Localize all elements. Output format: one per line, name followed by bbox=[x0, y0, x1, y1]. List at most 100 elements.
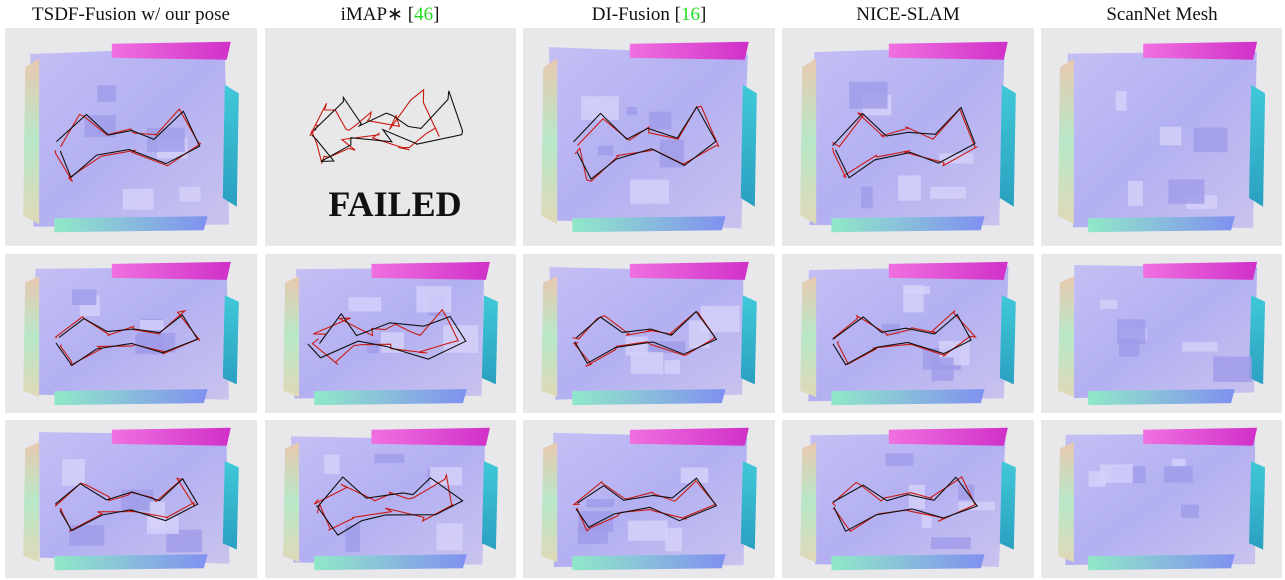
mesh-floor bbox=[30, 46, 230, 227]
citation[interactable]: 16 bbox=[681, 4, 700, 25]
mesh-object bbox=[381, 332, 405, 353]
panel-background bbox=[265, 28, 516, 246]
column-header: iMAP∗ [46] bbox=[341, 4, 440, 25]
mesh-wall bbox=[314, 554, 467, 571]
mesh-wall bbox=[800, 276, 817, 398]
mesh-wall bbox=[222, 295, 239, 385]
trajectory bbox=[307, 312, 467, 360]
mesh-object bbox=[597, 145, 614, 156]
mesh-object bbox=[931, 357, 954, 381]
mesh-object bbox=[664, 360, 680, 374]
mesh-wall bbox=[1057, 276, 1074, 398]
mesh-object bbox=[626, 107, 637, 116]
mesh-object bbox=[348, 297, 382, 312]
mesh-object bbox=[69, 525, 105, 546]
mesh-wall bbox=[1057, 442, 1074, 563]
mesh-object bbox=[1159, 126, 1182, 146]
mesh-wall bbox=[1088, 216, 1235, 233]
panels bbox=[5, 28, 1282, 578]
mesh-floor bbox=[1065, 433, 1256, 565]
mesh-object bbox=[581, 96, 619, 120]
trajectory bbox=[832, 313, 972, 366]
bracket: ] bbox=[700, 4, 706, 25]
mesh-wall bbox=[629, 427, 749, 446]
trajectory bbox=[54, 477, 196, 532]
mesh-object bbox=[885, 453, 914, 467]
mesh-wall bbox=[314, 389, 467, 406]
mesh-wall bbox=[831, 216, 985, 233]
column-header: TSDF-Fusion w/ our pose bbox=[32, 4, 230, 25]
mesh-object bbox=[931, 537, 971, 550]
mesh-object bbox=[1180, 504, 1199, 518]
mesh-wall bbox=[1143, 427, 1258, 446]
mesh-wall bbox=[541, 442, 558, 563]
trajectory bbox=[311, 90, 464, 162]
mesh-object bbox=[374, 453, 405, 464]
citation[interactable]: 46 bbox=[414, 4, 433, 25]
mesh-object bbox=[649, 111, 672, 130]
mesh-object bbox=[1172, 458, 1186, 468]
mesh-object bbox=[1168, 179, 1205, 204]
mesh-object bbox=[147, 127, 185, 152]
trajectory bbox=[575, 477, 718, 529]
mesh-object bbox=[1163, 466, 1193, 483]
mesh-wall bbox=[800, 58, 817, 225]
mesh-wall bbox=[481, 295, 498, 385]
mesh-wall bbox=[1088, 389, 1235, 406]
mesh-wall bbox=[111, 261, 231, 280]
trajectory bbox=[832, 476, 979, 533]
trajectory bbox=[55, 314, 199, 367]
mesh-object bbox=[416, 286, 452, 313]
mesh-object bbox=[578, 511, 614, 533]
mesh-wall bbox=[54, 554, 208, 571]
mesh-object bbox=[166, 529, 203, 553]
mesh-wall bbox=[999, 84, 1016, 207]
mesh-wall bbox=[629, 261, 749, 280]
mesh-object bbox=[324, 454, 340, 474]
mesh-object bbox=[1213, 356, 1252, 382]
mesh-wall bbox=[1249, 461, 1266, 550]
mesh-wall bbox=[23, 276, 40, 398]
mesh-object bbox=[1128, 180, 1143, 206]
mesh-floor bbox=[810, 433, 1006, 567]
trajectory bbox=[55, 477, 199, 532]
mesh-wall bbox=[1057, 58, 1074, 225]
mesh-wall bbox=[888, 41, 1008, 60]
mesh-wall bbox=[1088, 554, 1235, 571]
mesh-wall bbox=[800, 442, 817, 563]
trajectory bbox=[573, 105, 717, 180]
mesh-wall bbox=[222, 461, 239, 550]
mesh-wall bbox=[283, 276, 300, 398]
mesh-object bbox=[700, 305, 740, 333]
mesh-wall bbox=[371, 261, 490, 280]
mesh-wall bbox=[831, 389, 985, 406]
mesh-floor bbox=[33, 267, 229, 400]
mesh-wall bbox=[111, 427, 231, 446]
mesh-wall bbox=[222, 84, 239, 207]
mesh-object bbox=[367, 339, 379, 354]
mesh-wall bbox=[1249, 84, 1266, 207]
trajectory bbox=[54, 108, 202, 182]
mesh-wall bbox=[888, 261, 1008, 280]
mesh-object bbox=[345, 524, 361, 553]
mesh-object bbox=[1115, 91, 1127, 111]
mesh-wall bbox=[572, 389, 726, 406]
mesh-object bbox=[627, 520, 668, 541]
mesh-object bbox=[72, 289, 97, 306]
trajectory bbox=[832, 309, 977, 365]
mesh-object bbox=[139, 320, 164, 331]
failed-label: FAILED bbox=[328, 184, 461, 224]
mesh-wall bbox=[740, 461, 757, 550]
trajectory bbox=[832, 106, 976, 179]
mesh-wall bbox=[740, 295, 757, 385]
mesh-wall bbox=[23, 442, 40, 563]
mesh-object bbox=[930, 186, 966, 199]
mesh-wall bbox=[572, 554, 726, 571]
mesh-object bbox=[443, 325, 479, 353]
trajectory bbox=[832, 108, 979, 179]
mesh-object bbox=[881, 323, 901, 335]
mesh-object bbox=[625, 336, 648, 356]
mesh-object bbox=[630, 179, 669, 204]
mesh-wall bbox=[23, 58, 40, 225]
